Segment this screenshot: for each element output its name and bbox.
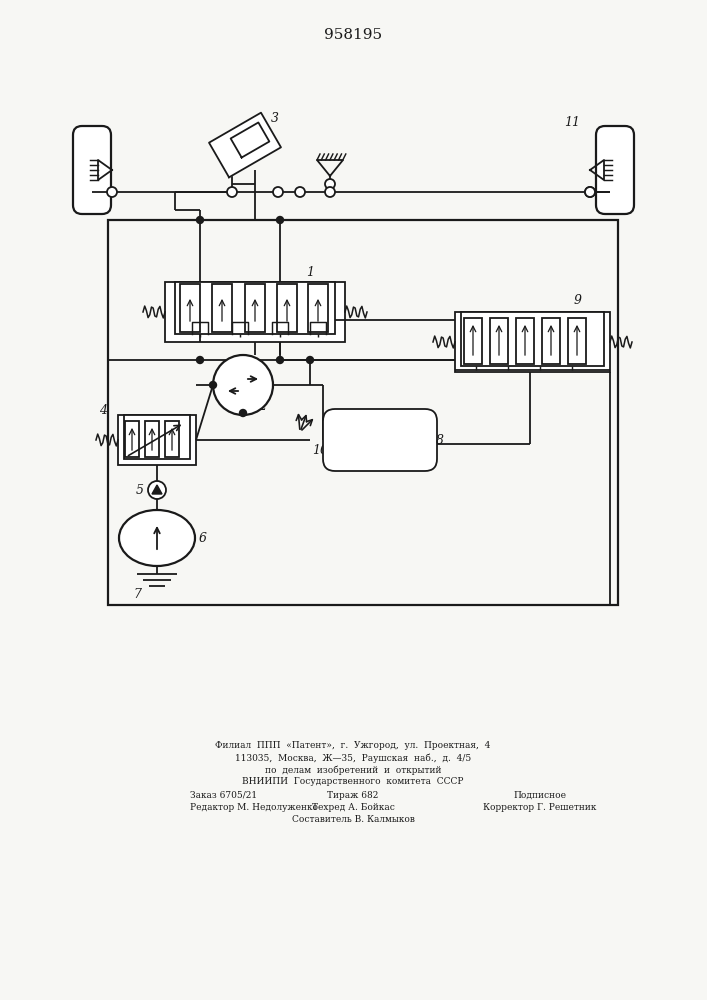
Circle shape: [197, 357, 204, 363]
Circle shape: [325, 187, 335, 197]
Text: Тираж 682: Тираж 682: [327, 790, 379, 800]
Bar: [542, 318, 560, 364]
Bar: [118, 415, 196, 465]
Text: 7: 7: [133, 587, 141, 600]
Text: Составитель В. Калмыков: Составитель В. Калмыков: [291, 816, 414, 824]
Text: 11: 11: [564, 115, 580, 128]
Text: ВНИИПИ  Государственного  комитета  СССР: ВНИИПИ Государственного комитета СССР: [243, 778, 464, 786]
Text: 4: 4: [99, 403, 107, 416]
Bar: [490, 318, 508, 364]
Text: 10: 10: [312, 444, 328, 456]
Polygon shape: [209, 113, 281, 177]
Bar: [212, 284, 232, 332]
Text: Подписное: Подписное: [513, 790, 566, 800]
Text: Заказ 6705/21: Заказ 6705/21: [190, 790, 257, 800]
Circle shape: [273, 187, 283, 197]
Ellipse shape: [119, 510, 195, 566]
Circle shape: [276, 357, 284, 363]
Text: Техред А. Бойкас: Техред А. Бойкас: [312, 802, 395, 812]
Circle shape: [585, 187, 595, 197]
Text: Филиал  ППП  «Патент»,  г.  Ужгород,  ул.  Проектная,  4: Филиал ППП «Патент», г. Ужгород, ул. Про…: [216, 742, 491, 750]
Text: Корректор Г. Решетник: Корректор Г. Решетник: [484, 802, 597, 812]
Circle shape: [240, 410, 247, 416]
Circle shape: [227, 187, 237, 197]
Bar: [175, 282, 335, 334]
Circle shape: [197, 217, 204, 224]
Bar: [145, 421, 159, 457]
Bar: [277, 284, 297, 332]
Bar: [516, 318, 534, 364]
Bar: [124, 415, 190, 459]
Text: 6: 6: [199, 532, 207, 544]
Text: 5: 5: [136, 484, 144, 496]
Bar: [568, 318, 586, 364]
FancyBboxPatch shape: [73, 126, 111, 214]
Circle shape: [148, 481, 166, 499]
Text: по  делам  изобретений  и  открытий: по делам изобретений и открытий: [264, 765, 441, 775]
Circle shape: [325, 179, 335, 189]
Polygon shape: [230, 122, 269, 158]
Circle shape: [307, 357, 313, 363]
Text: 958195: 958195: [324, 28, 382, 42]
FancyBboxPatch shape: [323, 409, 437, 471]
Text: 8: 8: [436, 434, 444, 446]
Bar: [455, 312, 610, 372]
Bar: [165, 282, 345, 342]
Text: 1: 1: [306, 265, 314, 278]
Bar: [461, 312, 604, 366]
Circle shape: [276, 217, 284, 224]
Polygon shape: [152, 485, 162, 494]
Bar: [308, 284, 328, 332]
Text: 113035,  Москва,  Ж—35,  Раушская  наб.,  д.  4/5: 113035, Москва, Ж—35, Раушская наб., д. …: [235, 753, 471, 763]
Circle shape: [107, 187, 117, 197]
Bar: [125, 421, 139, 457]
Circle shape: [585, 187, 595, 197]
Text: Редактор М. Недолуженко: Редактор М. Недолуженко: [190, 802, 318, 812]
Bar: [180, 284, 200, 332]
Circle shape: [213, 355, 273, 415]
Text: 2: 2: [258, 400, 266, 414]
Text: 9: 9: [574, 294, 582, 306]
FancyBboxPatch shape: [596, 126, 634, 214]
Bar: [245, 284, 265, 332]
Text: 3: 3: [271, 111, 279, 124]
Bar: [108, 220, 618, 605]
Bar: [165, 421, 179, 457]
Circle shape: [295, 187, 305, 197]
Bar: [464, 318, 482, 364]
Circle shape: [209, 381, 216, 388]
